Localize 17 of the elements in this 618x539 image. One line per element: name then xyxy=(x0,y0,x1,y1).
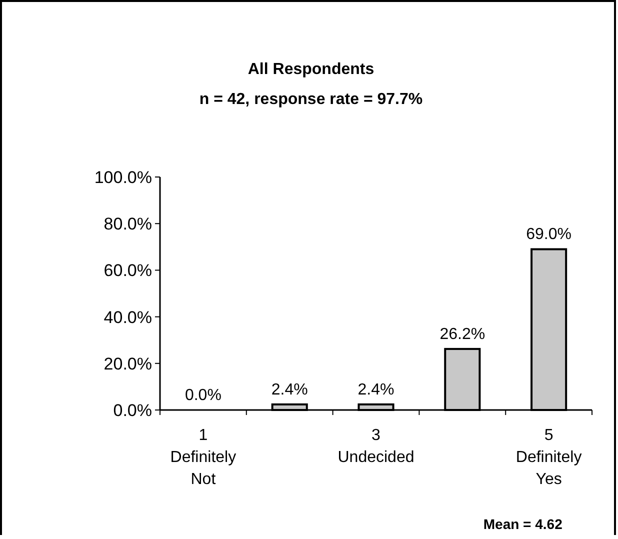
y-tick-label: 80.0% xyxy=(104,214,152,234)
data-label: 2.4% xyxy=(271,381,308,398)
y-tick-label: 0.0% xyxy=(113,400,152,420)
x-tick-label: 5 Definitely Yes xyxy=(516,427,582,488)
y-tick-label: 40.0% xyxy=(104,308,152,327)
chart-subtitle: n = 42, response rate = 97.7% xyxy=(199,91,423,108)
data-label: 0.0% xyxy=(184,387,222,404)
x-tick-label: 3 Undecided xyxy=(338,427,414,466)
data-label: 26.2% xyxy=(440,326,486,343)
y-tick-label: 60.0% xyxy=(104,261,152,280)
data-label: 2.4% xyxy=(358,381,394,398)
y-tick-label: 100.0% xyxy=(94,168,152,187)
chart-title: All Respondents xyxy=(248,61,374,78)
y-tick-label: 20.0% xyxy=(104,354,152,374)
text: Mean = 4.62 xyxy=(483,516,563,532)
data-label: 69.0% xyxy=(526,226,572,244)
x-tick-label: 1 Definitely Not xyxy=(170,427,236,488)
